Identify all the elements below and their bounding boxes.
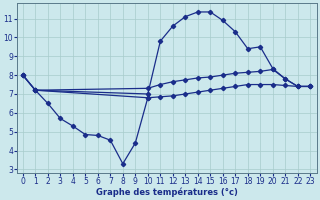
X-axis label: Graphe des températures (°c): Graphe des températures (°c) [96,187,237,197]
